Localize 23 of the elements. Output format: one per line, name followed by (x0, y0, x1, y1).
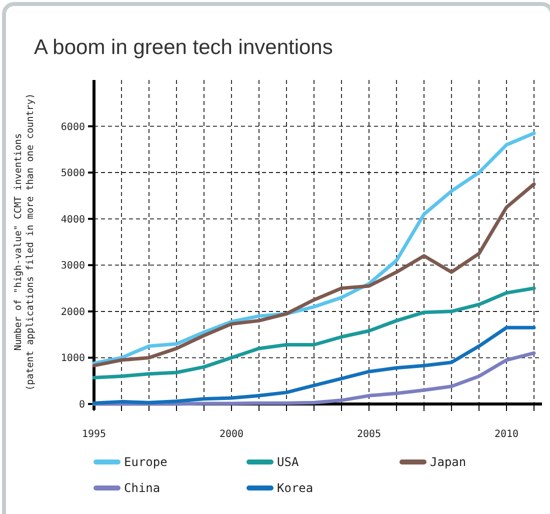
x-tick-label: 2000 (219, 429, 244, 440)
legend-label: Europe (124, 455, 168, 470)
chart-title: A boom in green tech inventions (34, 36, 333, 59)
x-tick-label: 2010 (494, 429, 519, 440)
y-tick-label: 4000 (60, 214, 85, 226)
legend-label: China (124, 481, 160, 496)
y-tick-label: 6000 (60, 122, 85, 133)
line-series (92, 326, 536, 405)
y-tick-label: 5000 (60, 168, 85, 180)
y-tick-label: 0 (78, 400, 85, 410)
line-series (92, 182, 536, 368)
x-tick-label: 1995 (82, 429, 106, 440)
x-tick-label: 2005 (356, 429, 382, 440)
line-series (92, 286, 536, 380)
line-series (92, 351, 536, 406)
legend-label: Korea (277, 481, 314, 496)
legend-label: USA (277, 455, 300, 470)
y-tick-label: 3000 (60, 260, 85, 272)
line-series (92, 131, 536, 366)
legend-label: Japan (430, 455, 466, 470)
y-axis-title: Number of "high-value" CCMT inventions (patent applications filed in more than one country) (13, 93, 36, 391)
y-tick-label: 1000 (60, 353, 85, 364)
y-tick-label: 2000 (60, 306, 85, 318)
